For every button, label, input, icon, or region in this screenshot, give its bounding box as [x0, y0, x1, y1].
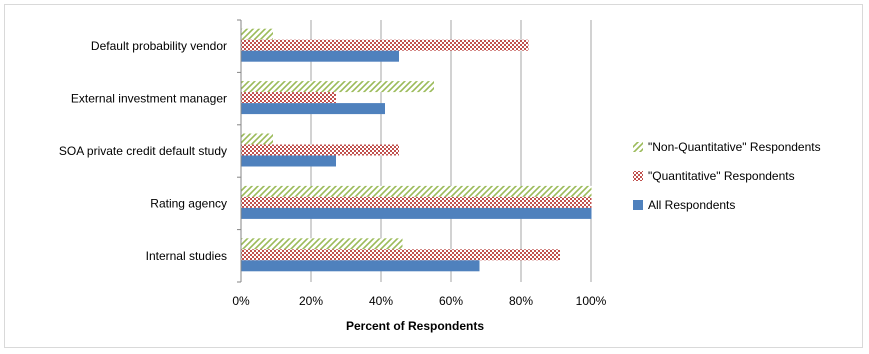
bar: [241, 28, 273, 40]
bar: [241, 155, 336, 167]
bar: [241, 50, 399, 62]
category-label: Rating agency: [150, 196, 227, 210]
x-tick-label: 60%: [439, 294, 463, 308]
x-tick-label: 80%: [509, 294, 533, 308]
chart-frame: [4, 4, 863, 348]
x-tick-labels: 0% 20% 40% 60% 80% 100%: [232, 294, 606, 308]
legend: "Non-Quantitative" Respondents "Quantitat…: [633, 140, 821, 212]
category-label: Default probability vendor: [91, 39, 227, 53]
category-label: SOA private credit default study: [59, 144, 227, 158]
x-tick-label: 0%: [232, 294, 250, 308]
x-tick-label: 40%: [369, 294, 393, 308]
x-tick-label: 100%: [576, 294, 607, 308]
bar: [241, 81, 434, 93]
bar: [241, 196, 592, 208]
category-label: External investment manager: [71, 92, 227, 106]
x-axis-title: Percent of Respondents: [346, 319, 484, 333]
legend-swatch: [633, 171, 643, 181]
category-labels: Default probability vendor External inves…: [59, 39, 227, 263]
bar: [241, 103, 385, 115]
legend-swatch: [633, 142, 643, 152]
category-label: Internal studies: [146, 249, 227, 263]
bar: [241, 260, 480, 272]
bar: [241, 249, 560, 261]
legend-label: All Respondents: [648, 198, 735, 212]
x-tick-label: 20%: [299, 294, 323, 308]
bar: [241, 39, 529, 51]
bars: [241, 28, 592, 272]
axes: [237, 19, 242, 283]
bar: [241, 92, 336, 104]
bar: [241, 207, 592, 219]
legend-swatch: [633, 200, 643, 210]
legend-label: "Quantitative" Respondents: [648, 169, 795, 183]
bar: [241, 185, 592, 197]
bar: [241, 144, 399, 156]
bar: [241, 133, 273, 145]
bar: [241, 238, 403, 250]
legend-label: "Non-Quantitative" Respondents: [648, 140, 821, 154]
